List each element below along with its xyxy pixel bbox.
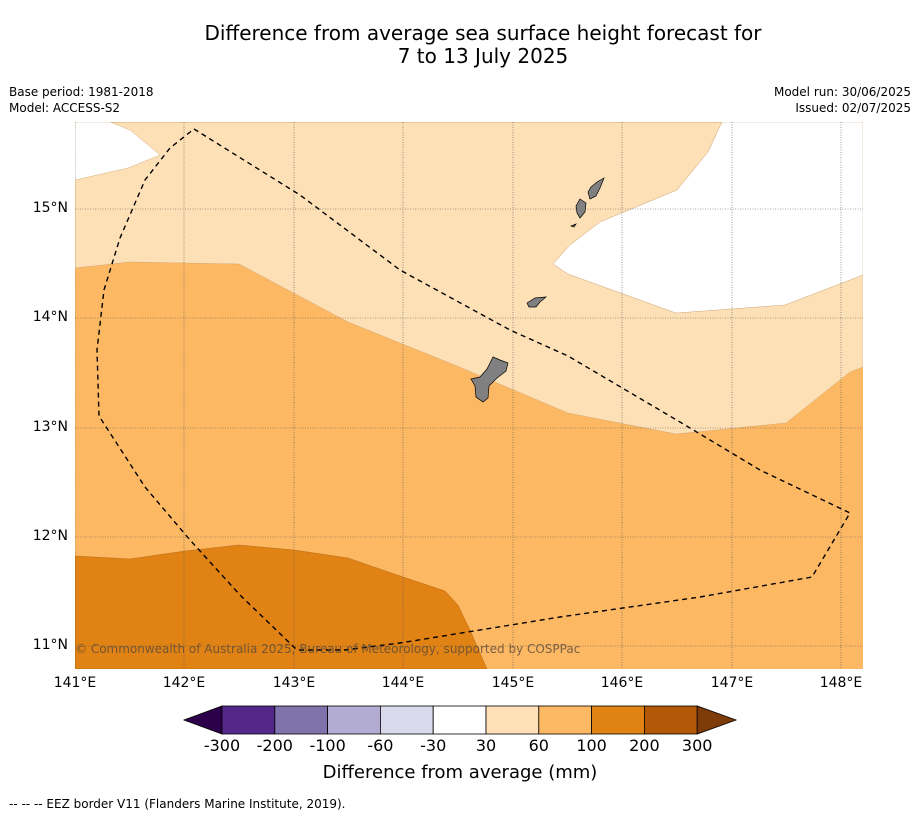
- colorbar-swatch: [327, 705, 381, 735]
- colorbar-extend-min: [182, 705, 223, 735]
- latitude-tick-label: 13°N: [32, 419, 68, 435]
- colorbar-tick-label: -30: [420, 736, 447, 755]
- colorbar-tick-label: 30: [475, 736, 497, 755]
- latitude-tick-label: 14°N: [32, 309, 68, 325]
- colorbar-swatch: [274, 705, 328, 735]
- longitude-tick-label: 147°E: [710, 675, 754, 691]
- map-title-line2: 7 to 13 July 2025: [397, 44, 569, 68]
- colorbar-swatch: [485, 705, 540, 735]
- colorbar-title: Difference from average (mm): [322, 762, 598, 783]
- colorbar: [182, 705, 738, 735]
- latitude-tick-label: 12°N: [32, 528, 68, 544]
- colorbar-tick-label: 100: [576, 736, 607, 755]
- colorbar-tick-label: 60: [528, 736, 549, 755]
- copyright-notice: © Commonwealth of Australia 2025, Bureau…: [75, 642, 581, 656]
- colorbar-tick-label: -100: [309, 736, 346, 755]
- colorbar-tick-label: -300: [203, 736, 241, 755]
- eez-border: [96, 128, 851, 651]
- colorbar-extend-max: [696, 705, 738, 735]
- colorbar-swatch: [644, 705, 698, 735]
- longitude-tick-label: 141°E: [53, 675, 97, 691]
- island-aguijan: [569, 223, 577, 228]
- longitude-tick-label: 145°E: [491, 675, 535, 691]
- map-title-line1: Difference from average sea surface heig…: [204, 21, 762, 45]
- map-plot-area: [75, 122, 863, 669]
- longitude-tick-label: 142°E: [162, 675, 206, 691]
- meta-left: Base period: 1981-2018 Model: ACCESS-S2: [9, 84, 154, 116]
- map-title: Difference from average sea surface heig…: [0, 22, 919, 68]
- longitude-tick-label: 143°E: [272, 675, 316, 691]
- latitude-tick-label: 15°N: [32, 200, 68, 216]
- longitude-tick-label: 144°E: [381, 675, 425, 691]
- colorbar-tick-label: -200: [256, 736, 293, 755]
- colorbar-swatch: [379, 705, 434, 735]
- meta-right: Model run: 30/06/2025 Issued: 02/07/2025: [774, 84, 911, 116]
- longitude-tick-label: 146°E: [600, 675, 644, 691]
- longitude-tick-label: 148°E: [819, 675, 863, 691]
- colorbar-swatch: [538, 705, 592, 735]
- issued-text: Issued: 02/07/2025: [795, 101, 911, 115]
- colorbar-tick-label: 300: [681, 736, 713, 755]
- island-rota: [526, 296, 548, 308]
- colorbar-tick-label: -60: [367, 736, 394, 755]
- model-text: Model: ACCESS-S2: [9, 101, 121, 115]
- colorbar-swatch: [591, 705, 645, 735]
- anomaly-band-neutral-ne: [552, 122, 863, 314]
- island-guam: [470, 356, 509, 403]
- colorbar-swatch: [432, 705, 487, 735]
- base-period-text: Base period: 1981-2018: [9, 85, 154, 99]
- anomaly-band-neutral-nw: [75, 122, 161, 181]
- island-saipan: [587, 177, 605, 200]
- model-run-text: Model run: 30/06/2025: [773, 85, 911, 99]
- colorbar-tick-label: 200: [629, 736, 660, 755]
- gridlines: [75, 122, 863, 669]
- eez-legend-note: -- -- -- EEZ border V11 (Flanders Marine…: [9, 797, 346, 811]
- islands: [470, 177, 605, 403]
- latitude-tick-label: 11°N: [32, 637, 68, 653]
- colorbar-swatch: [221, 705, 276, 735]
- island-tinian: [575, 198, 587, 219]
